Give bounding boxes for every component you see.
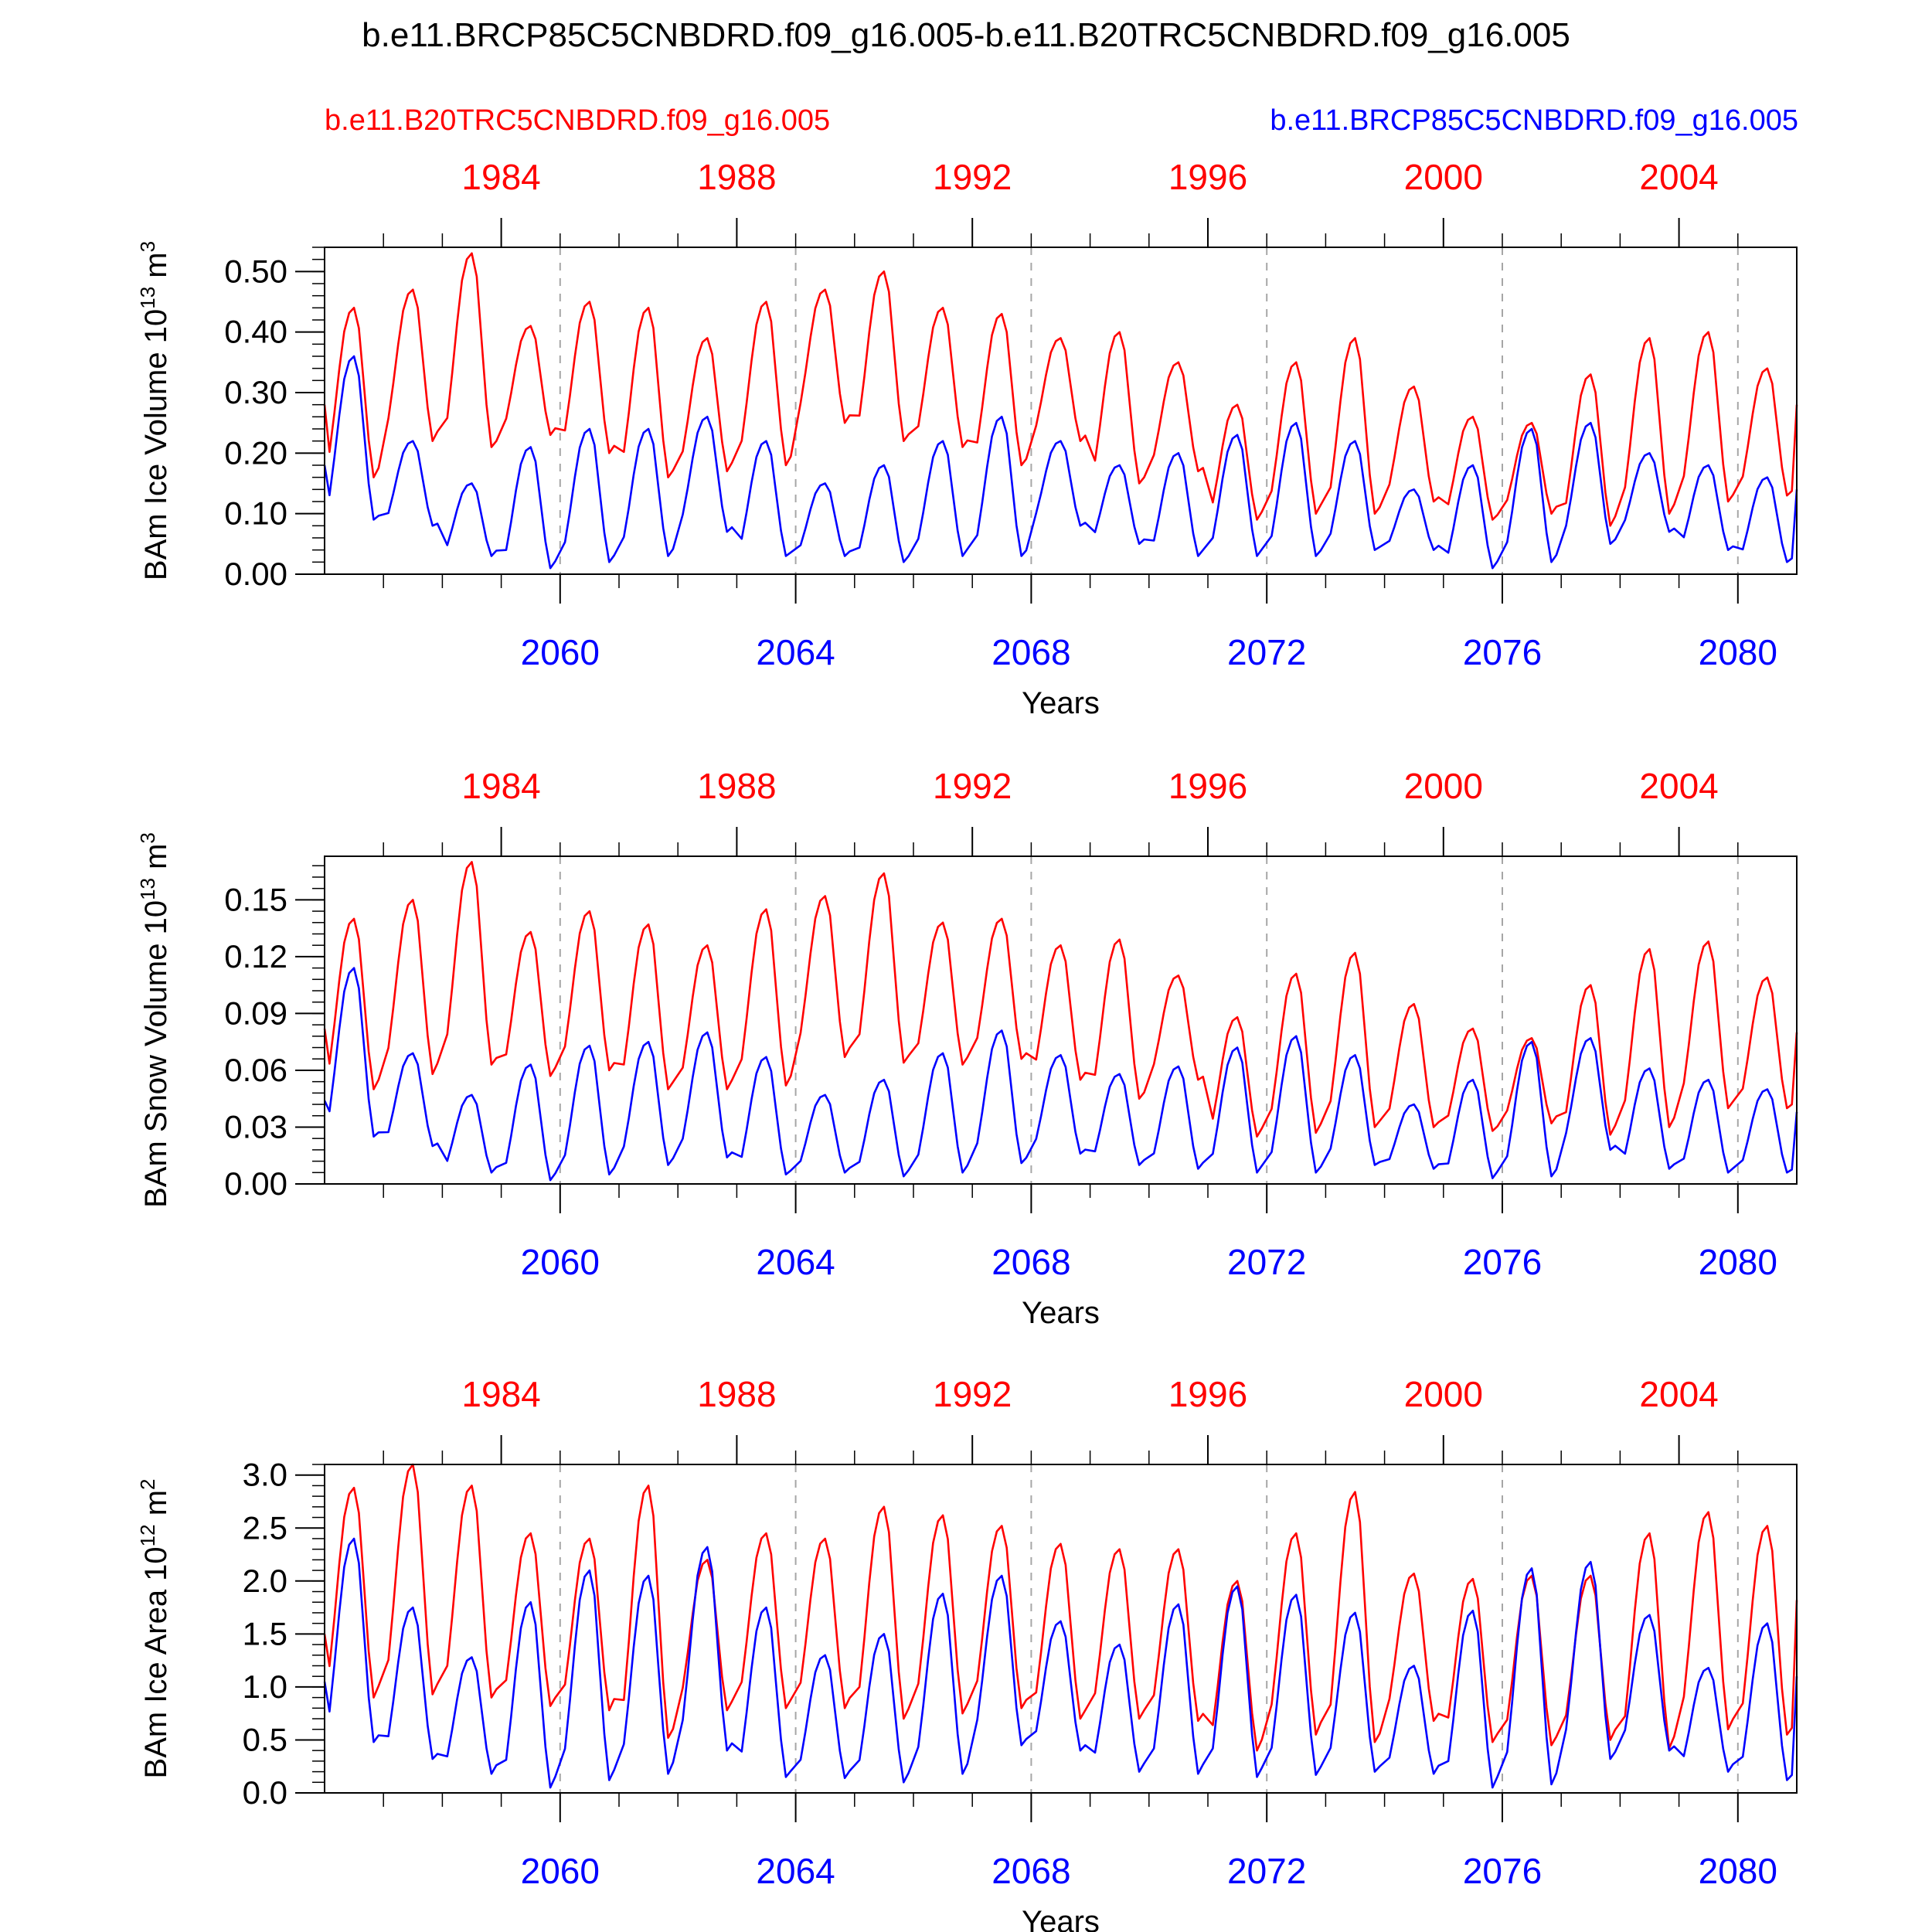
x-top-tick-label: 1988 [697,1374,776,1414]
series-line-brcp85 [323,355,1798,570]
series-line-b20trc5 [323,1463,1798,1752]
legend-label-blue: b.e11.BRCP85C5CNBDRD.f09_g16.005 [1270,104,1798,137]
y-tick-label: 0.0 [243,1774,287,1811]
y-tick-label: 0.00 [224,1165,287,1202]
y-axis-title-text: BAm Snow Volume 10 [139,900,173,1208]
y-axis-title-unit: m [139,252,173,286]
y-tick-label: 0.30 [224,374,287,410]
y-axis-title-unit: m [139,1490,173,1524]
x-top-tick-label: 1992 [933,1374,1012,1414]
x-bottom-tick-label: 2076 [1463,1851,1542,1891]
y-axis-title-exponent: 12 [136,1524,159,1546]
y-axis-title-exponent: 13 [136,878,159,900]
y-axis-title-unit: m [139,844,173,878]
y-axis-title-text: BAm Ice Area 10 [139,1546,173,1778]
x-axis-title: Years [1022,686,1100,720]
x-top-tick-label: 2000 [1404,157,1483,197]
x-bottom-tick-label: 2072 [1227,1242,1306,1282]
y-axis-title-text: BAm Ice Volume 10 [139,309,173,580]
x-top-tick-label: 1996 [1168,157,1247,197]
y-tick-label: 0.06 [224,1052,287,1088]
y-axis-title: BAm Ice Volume 1013 m3 [136,241,173,580]
x-top-tick-label: 1996 [1168,766,1247,806]
y-tick-label: 0.03 [224,1108,287,1145]
y-axis-title-unit-exponent: 2 [136,1479,159,1490]
x-bottom-tick-label: 2072 [1227,632,1306,672]
x-top-tick-label: 2004 [1639,1374,1718,1414]
x-bottom-tick-label: 2060 [521,632,600,672]
y-tick-label: 0.10 [224,495,287,532]
x-bottom-tick-label: 2080 [1699,1242,1777,1282]
y-tick-label: 3.0 [243,1457,287,1493]
plot-frame [324,247,1798,575]
y-axis-title-exponent: 13 [136,287,159,309]
y-tick-label: 1.0 [243,1668,287,1705]
x-top-tick-label: 2004 [1639,157,1718,197]
x-bottom-tick-label: 2068 [992,1851,1070,1891]
y-axis-title: BAm Snow Volume 1013 m3 [136,832,173,1208]
x-top-tick-label: 2000 [1404,1374,1483,1414]
x-bottom-tick-label: 2080 [1699,632,1777,672]
x-axis-title: Years [1022,1296,1100,1330]
y-tick-label: 0.5 [243,1721,287,1757]
series-line-b20trc5 [323,861,1798,1138]
x-bottom-tick-label: 2060 [521,1851,600,1891]
x-bottom-tick-label: 2060 [521,1242,600,1282]
x-top-tick-label: 1984 [461,1374,540,1414]
y-tick-label: 0.40 [224,314,287,350]
y-tick-label: 0.00 [224,556,287,592]
panel-snow-volume: 0.00 0.03 0.06 0.09 0.12 0.15 2060 2064 2068 2072… [136,766,1798,1330]
x-bottom-tick-label: 2080 [1699,1851,1777,1891]
x-top-tick-label: 1992 [933,157,1012,197]
y-axis-title: BAm Ice Area 1012 m2 [136,1479,173,1779]
y-tick-label: 0.09 [224,995,287,1031]
legend-label-red: b.e11.B20TRC5CNBDRD.f09_g16.005 [325,104,830,137]
x-top-tick-label: 2000 [1404,766,1483,806]
y-tick-label: 0.50 [224,253,287,289]
x-top-tick-label: 1984 [461,157,540,197]
panel-ice-area: 0.0 0.5 1.0 1.5 2.0 2.5 3.0 2060 2064 2068 2072 207… [136,1374,1798,1932]
y-tick-label: 1.5 [243,1615,287,1651]
y-tick-label: 0.20 [224,434,287,471]
x-bottom-tick-label: 2076 [1463,1242,1542,1282]
x-bottom-tick-label: 2064 [756,1242,835,1282]
y-tick-label: 2.0 [243,1563,287,1599]
x-bottom-tick-label: 2072 [1227,1851,1306,1891]
panel-ice-volume: 0.00 0.10 0.20 0.30 0.40 0.50 2060 2064 2068 2072… [136,157,1798,720]
x-axis-title: Years [1022,1905,1100,1932]
y-tick-label: 0.15 [224,881,287,917]
x-bottom-tick-label: 2064 [756,632,835,672]
x-top-tick-label: 1992 [933,766,1012,806]
x-top-tick-label: 1988 [697,157,776,197]
series-line-brcp85 [323,1537,1798,1789]
x-top-tick-label: 1996 [1168,1374,1247,1414]
plot-frame [324,855,1798,1185]
y-axis-title-unit-exponent: 3 [136,832,159,843]
series-line-brcp85 [323,967,1798,1182]
series-line-b20trc5 [323,252,1798,527]
x-top-tick-label: 1984 [461,766,540,806]
y-tick-label: 2.5 [243,1509,287,1546]
x-bottom-tick-label: 2068 [992,632,1070,672]
x-bottom-tick-label: 2068 [992,1242,1070,1282]
y-tick-label: 0.12 [224,938,287,975]
plot-frame [324,1464,1798,1794]
x-bottom-tick-label: 2064 [756,1851,835,1891]
chart-title: b.e11.BRCP85C5CNBDRD.f09_g16.005-b.e11.B… [362,16,1570,54]
x-top-tick-label: 2004 [1639,766,1718,806]
y-axis-title-unit-exponent: 3 [136,241,159,252]
x-top-tick-label: 1988 [697,766,776,806]
x-bottom-tick-label: 2076 [1463,632,1542,672]
